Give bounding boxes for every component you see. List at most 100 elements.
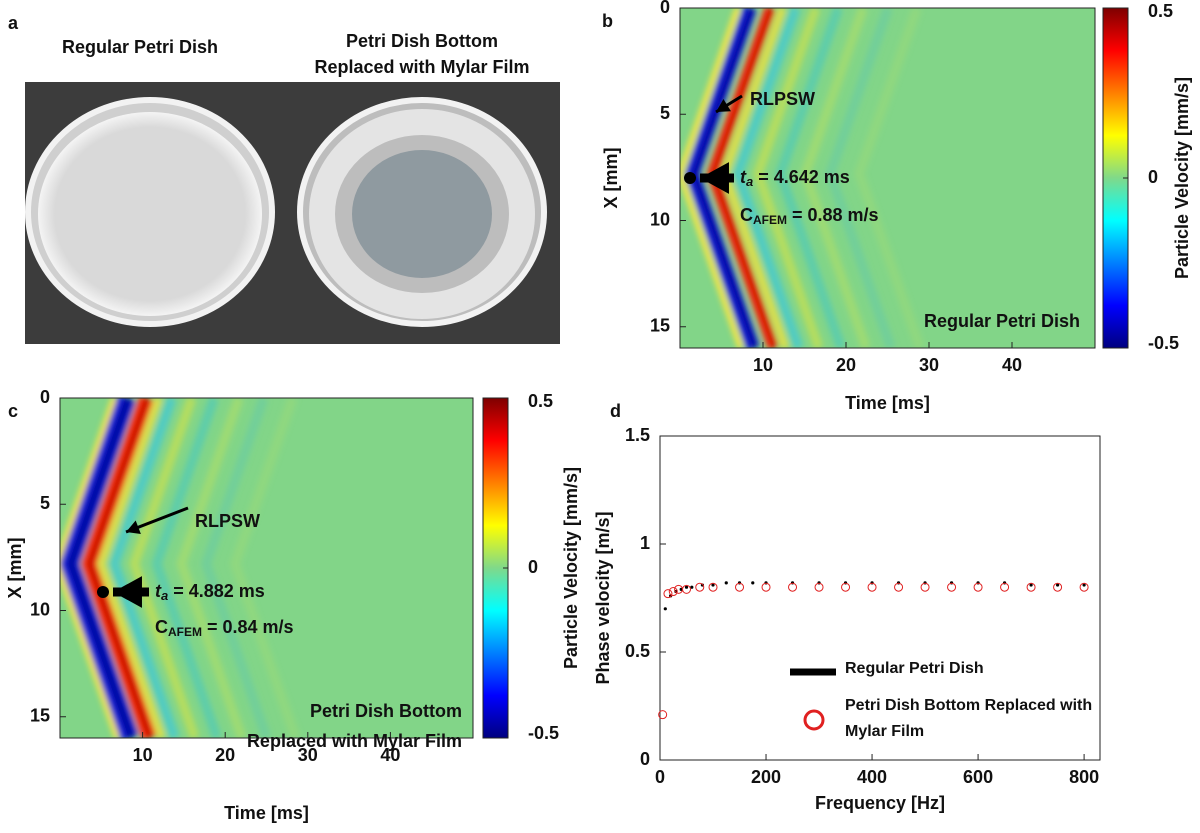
y-tick-label: 0 <box>660 0 670 17</box>
wave-speed: CAFEM = 0.84 m/s <box>155 617 294 639</box>
wave-band <box>825 8 896 348</box>
wave-band <box>60 398 120 738</box>
value: = 4.882 ms <box>173 581 265 601</box>
point <box>724 581 728 585</box>
photo <box>25 82 560 344</box>
colorbar-label: Particle Velocity [mm/s] <box>1172 77 1192 279</box>
point <box>684 585 689 589</box>
arrow-head <box>113 576 142 608</box>
y-tick-label: 15 <box>650 316 670 336</box>
wave-band <box>87 398 153 738</box>
wave-band <box>201 398 272 738</box>
x-tick-label: 800 <box>1069 767 1099 787</box>
wave-speed: CAFEM = 0.88 m/s <box>740 205 879 227</box>
x-tick-label: 40 <box>1002 355 1022 375</box>
wave-band <box>854 8 925 348</box>
point <box>735 582 745 592</box>
x-tick-label: 400 <box>857 767 887 787</box>
panel-note: Petri Dish Bottom <box>310 701 462 721</box>
photo-caption: Replaced with Mylar Film <box>314 57 529 77</box>
point <box>1000 582 1010 592</box>
panel-label: a <box>8 13 19 33</box>
panel-label: c <box>8 401 18 421</box>
wave-band <box>800 8 871 348</box>
colorbar-tick-label: -0.5 <box>1148 333 1179 353</box>
point <box>663 589 673 599</box>
x-axis-label: Frequency [Hz] <box>815 793 945 813</box>
y-tick-label: 10 <box>650 209 670 229</box>
symbol: C <box>155 617 168 637</box>
point <box>668 587 678 597</box>
arrival-time: ta = 4.642 ms <box>740 167 850 190</box>
value: = 0.84 m/s <box>207 617 294 637</box>
point <box>1026 582 1036 592</box>
wave-band <box>230 398 301 738</box>
x-tick-label: 20 <box>836 355 856 375</box>
y-tick-label: 5 <box>40 493 50 513</box>
arrival-dot <box>684 172 696 184</box>
point <box>867 582 877 592</box>
y-axis-label: X [mm] <box>5 537 25 598</box>
arrow-head <box>716 98 731 112</box>
point <box>1053 582 1063 592</box>
point <box>708 582 718 592</box>
x-tick-label: 10 <box>133 745 153 765</box>
x-tick-label: 20 <box>215 745 235 765</box>
arrival-time: ta = 4.882 ms <box>155 581 265 604</box>
y-tick-label: 0.5 <box>625 641 650 661</box>
wave-band <box>97 398 166 738</box>
point <box>695 582 705 592</box>
photo-caption: Petri Dish Bottom <box>346 31 498 51</box>
x-tick-label: 0 <box>655 767 665 787</box>
y-tick-label: 0 <box>640 749 650 769</box>
point <box>788 582 798 592</box>
subscript: AFEM <box>753 213 787 227</box>
panel-note: Regular Petri Dish <box>924 311 1080 331</box>
wave-band <box>109 398 180 738</box>
symbol: t <box>155 581 162 601</box>
x-tick-label: 600 <box>963 767 993 787</box>
x-tick-label: 30 <box>298 745 318 765</box>
point <box>1079 582 1089 592</box>
wave-band <box>151 398 222 738</box>
x-tick-label: 30 <box>919 355 939 375</box>
arrival-dot <box>97 586 109 598</box>
legend-marker <box>803 709 825 731</box>
y-axis-label: Phase velocity [m/s] <box>593 511 613 684</box>
point <box>947 582 957 592</box>
wave-band <box>680 8 744 348</box>
y-axis-label: X [mm] <box>601 147 621 208</box>
x-tick-label: 200 <box>751 767 781 787</box>
point <box>761 582 771 592</box>
x-tick-label: 10 <box>753 355 773 375</box>
subscript: AFEM <box>168 625 202 639</box>
colorbar-tick-label: 0 <box>1148 167 1158 187</box>
point <box>1029 583 1033 587</box>
y-tick-label: 15 <box>30 706 50 726</box>
wave-band <box>176 398 247 738</box>
colorbar-tick-label: 0 <box>528 557 538 577</box>
colorbar-tick-label: 0.5 <box>1148 1 1173 21</box>
arrow-head <box>700 162 729 194</box>
axes-frame <box>679 7 1096 349</box>
point <box>690 585 694 589</box>
point <box>973 582 983 592</box>
legend-label: Regular Petri Dish <box>845 660 984 677</box>
axes-frame <box>59 397 474 739</box>
heatmap-field <box>680 8 1095 348</box>
value: = 4.642 ms <box>758 167 850 187</box>
y-tick-label: 1.5 <box>625 425 650 445</box>
wave-band <box>753 8 824 348</box>
panel-label: b <box>602 11 613 31</box>
y-tick-label: 1 <box>640 533 650 553</box>
point <box>682 584 692 594</box>
x-axis-label: Time [ms] <box>845 393 930 413</box>
wave-bands <box>60 398 301 738</box>
y-tick-label: 10 <box>30 599 50 619</box>
point <box>663 607 667 611</box>
arrow-head <box>126 520 141 534</box>
x-tick-label: 40 <box>380 745 400 765</box>
point <box>711 583 715 587</box>
y-tick-label: 5 <box>660 103 670 123</box>
